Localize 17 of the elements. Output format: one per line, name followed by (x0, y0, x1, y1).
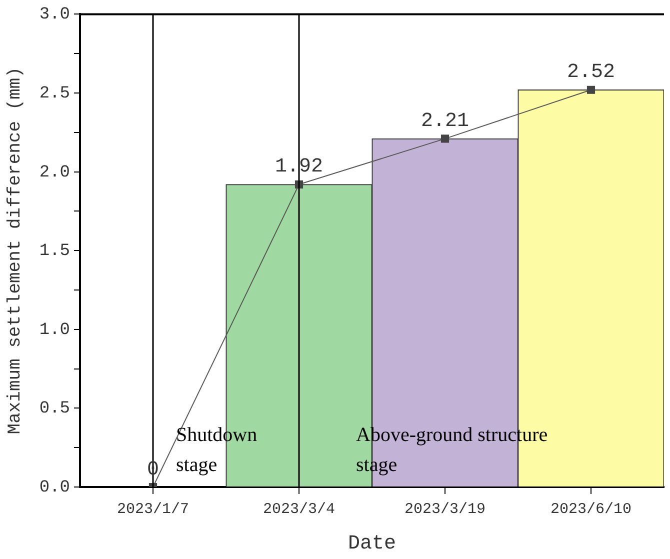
point (440, 134, 450, 143)
x-tick-label: 2023/3/19 (404, 500, 486, 518)
data-label: 2.52 (566, 61, 616, 84)
y-tick-label: 3.0 (39, 6, 70, 25)
x-tick-label: 2023/6/10 (550, 500, 632, 518)
y-tick-label: 1.5 (39, 242, 70, 262)
y-tick-label: 0.0 (39, 478, 70, 498)
x-tick-label: 2023/1/7 (116, 500, 190, 518)
x-tick-label: 2023/3/4 (262, 500, 336, 518)
y-tick-label: 0.5 (39, 400, 70, 419)
y-axis-title: Maximum settlement difference (mm) (6, 66, 26, 434)
y-tick-label: 2.0 (39, 163, 70, 182)
data-label: 2.21 (420, 110, 470, 133)
y-tick-label: 1.0 (39, 320, 70, 340)
x-axis-title: Date (348, 532, 396, 556)
y-tick-label: 2.5 (39, 84, 70, 104)
point (586, 86, 596, 94)
